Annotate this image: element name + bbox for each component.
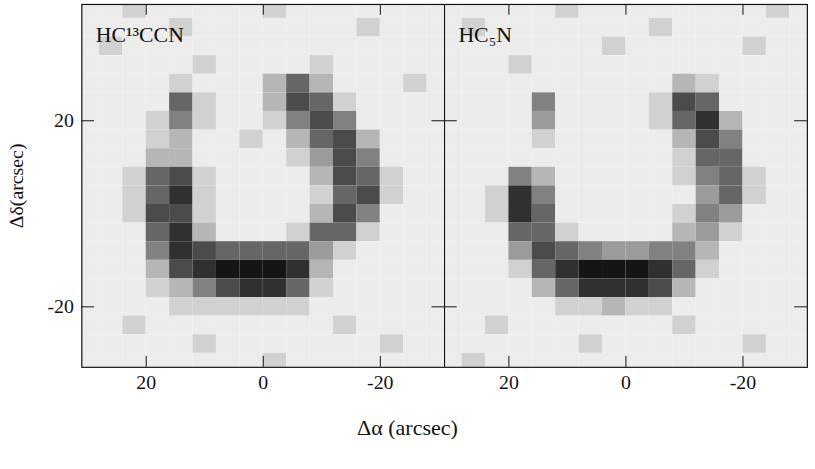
- svg-text:-20: -20: [730, 371, 757, 393]
- svg-text:0: 0: [258, 371, 268, 393]
- svg-text:HC₅N: HC₅N: [459, 23, 513, 47]
- svg-text:-20: -20: [47, 295, 74, 317]
- svg-text:Δδ(arcsec): Δδ(arcsec): [5, 144, 28, 229]
- svg-text:20: 20: [499, 371, 519, 393]
- html-text:Δα (arcsec): Δα (arcsec): [357, 414, 458, 440]
- svg-text:0: 0: [621, 371, 631, 393]
- svg-text:20: 20: [54, 109, 74, 131]
- svg-text:-20: -20: [367, 371, 394, 393]
- svg-text:HC¹³CCN: HC¹³CCN: [96, 23, 184, 47]
- svg-text:20: 20: [136, 371, 156, 393]
